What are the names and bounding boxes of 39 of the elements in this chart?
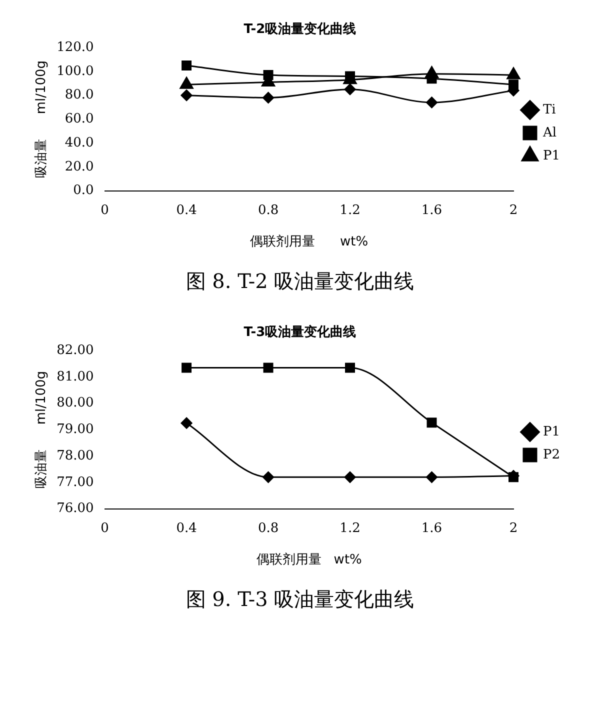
y-tick-label: 60.0 [64, 112, 94, 127]
y-axis-title: 吸油量 ml/100g [34, 60, 50, 178]
y-tick-label: 80.00 [56, 396, 94, 411]
y-tick-label: 20.0 [64, 159, 94, 174]
caption: 图 9. T-3 吸油量变化曲线 [184, 586, 416, 613]
x-axis-title: 偶联剂用量 wt% [256, 552, 362, 568]
y-tick-label: 81.00 [56, 369, 94, 384]
legend-label: P2 [542, 447, 560, 462]
caption: 图 8. T-2 吸油量变化曲线 [184, 268, 416, 295]
legend-label: P1 [542, 424, 560, 440]
y-tick-label: 40.0 [64, 135, 94, 150]
chart-title: T-2吸油量变化曲线 [244, 21, 356, 38]
x-tick-label: 1.6 [421, 202, 442, 218]
legend-label: P1 [542, 148, 560, 164]
legend-label: Ti [542, 102, 556, 118]
y-tick-label: 78.00 [56, 448, 94, 464]
x-tick-label: 0.4 [176, 202, 197, 218]
y-tick-label: 76.00 [56, 501, 94, 516]
x-tick-label: 0.8 [258, 520, 279, 536]
x-tick-label: 0.4 [176, 520, 197, 536]
x-tick-label: 2 [509, 202, 518, 218]
chart-title: T-3吸油量变化曲线 [244, 324, 356, 340]
y-tick-label: 82.00 [56, 342, 94, 358]
y-tick-label: 77.00 [56, 474, 94, 490]
y-tick-label: 100.0 [56, 64, 94, 79]
x-tick-label: 2 [509, 520, 518, 536]
y-tick-label: 0.0 [73, 183, 94, 198]
x-tick-label: 1.2 [340, 520, 360, 536]
y-axis-title: 吸油量 ml/100g [34, 370, 50, 488]
x-tick-label: 0 [100, 202, 109, 218]
y-tick-label: 120.0 [56, 40, 94, 55]
x-tick-label: 1.6 [421, 520, 442, 536]
x-axis-title: 偶联剂用量 wt% [250, 234, 368, 250]
x-tick-label: 0.8 [258, 202, 279, 218]
y-tick-label: 80.0 [64, 88, 94, 103]
y-tick-label: 79.00 [56, 422, 94, 438]
x-tick-label: 0 [100, 520, 109, 536]
x-tick-label: 1.2 [340, 202, 360, 218]
legend-label: Al [542, 125, 557, 140]
